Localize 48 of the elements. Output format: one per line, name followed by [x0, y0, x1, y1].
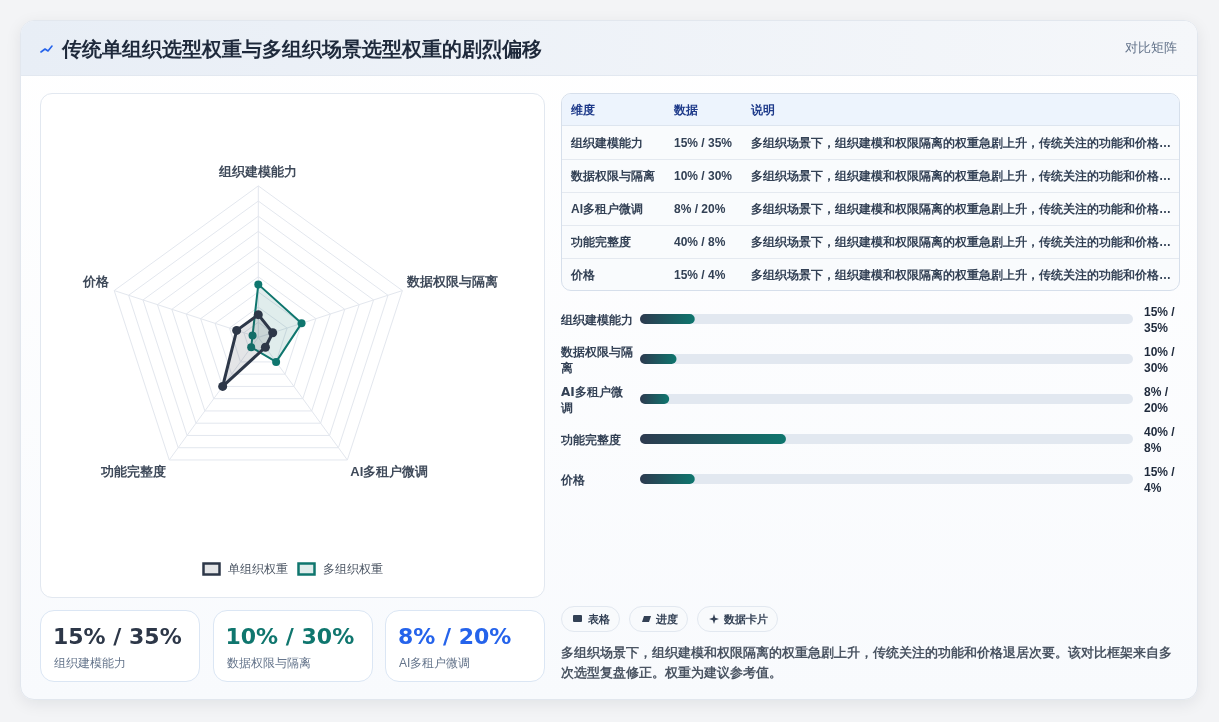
spoke-label: 数据权限与隔离	[406, 273, 499, 289]
text: 数据权限与隔离	[571, 167, 655, 184]
text: 说明	[751, 102, 775, 118]
legend-label: 单组织权重	[227, 562, 288, 576]
text: 组织建模能力	[54, 655, 126, 671]
text: 多组织场景下，组织建模和权限隔离的权重急剧上升，传统关注的功能和价格…	[751, 200, 1171, 217]
bar	[640, 474, 695, 484]
legend-label: 多组织权重	[322, 562, 383, 576]
bar	[640, 314, 695, 324]
text: 40% / 8%	[674, 233, 726, 250]
spoke-label: 价格	[82, 273, 111, 289]
text: 40% / 8%	[1144, 424, 1176, 455]
text: 多组织场景下，组织建模和权限隔离的权重急剧上升，传统关注的功能和价格…	[751, 134, 1171, 151]
y-tick-label: 价格	[560, 472, 586, 487]
text: 传统单组织选型权重与多组织场景选型权重的剧烈偏移	[62, 38, 542, 60]
text: 15% / 35%	[53, 624, 182, 650]
spoke-label: 功能完整度	[100, 463, 167, 479]
text: 10% / 30%	[225, 624, 355, 650]
spoke-label: AI多租户微调	[350, 463, 429, 479]
y-tick-label: 数据权限与隔离	[560, 344, 633, 375]
y-tick-label: 组织建模能力	[560, 312, 633, 327]
text: 表格	[588, 612, 610, 626]
text: 数据	[674, 102, 698, 118]
text: 对比矩阵	[1125, 40, 1177, 56]
text: 多组织场景下，组织建模和权限隔离的权重急剧上升，传统关注的功能和价格…	[751, 167, 1171, 184]
bar	[640, 394, 670, 404]
text: 多组织场景下，组织建模和权限隔离的权重急剧上升，传统关注的功能和价格退居次要。该对比框架来自多次选型复盘修正。权重为建议参考值。	[561, 644, 1173, 682]
text: 维度	[571, 102, 595, 118]
text: 10% / 30%	[1144, 344, 1176, 375]
text: 10% / 30%	[674, 167, 733, 184]
text: 15% / 4%	[674, 266, 726, 283]
y-tick-label: AI多租户微调	[560, 384, 624, 415]
spoke-label: 组织建模能力	[218, 164, 298, 180]
text: 数据卡片	[724, 612, 768, 626]
text: 15% / 35%	[674, 134, 733, 151]
bar	[640, 434, 786, 444]
text: 数据权限与隔离	[226, 655, 311, 671]
text: 多组织场景下，组织建模和权限隔离的权重急剧上升，传统关注的功能和价格…	[751, 233, 1171, 250]
text: 15% / 4%	[1144, 464, 1176, 495]
text: 8% / 20%	[674, 200, 726, 217]
text: 进度	[656, 612, 678, 626]
text: 15% / 35%	[1144, 304, 1176, 335]
text: 多组织场景下，组织建模和权限隔离的权重急剧上升，传统关注的功能和价格…	[751, 266, 1171, 283]
y-tick-label: 功能完整度	[560, 432, 621, 447]
text: 8% / 20%	[398, 624, 512, 650]
text: AI多租户微调	[399, 655, 471, 671]
bar	[640, 354, 677, 364]
text: 8% / 20%	[1144, 384, 1169, 415]
